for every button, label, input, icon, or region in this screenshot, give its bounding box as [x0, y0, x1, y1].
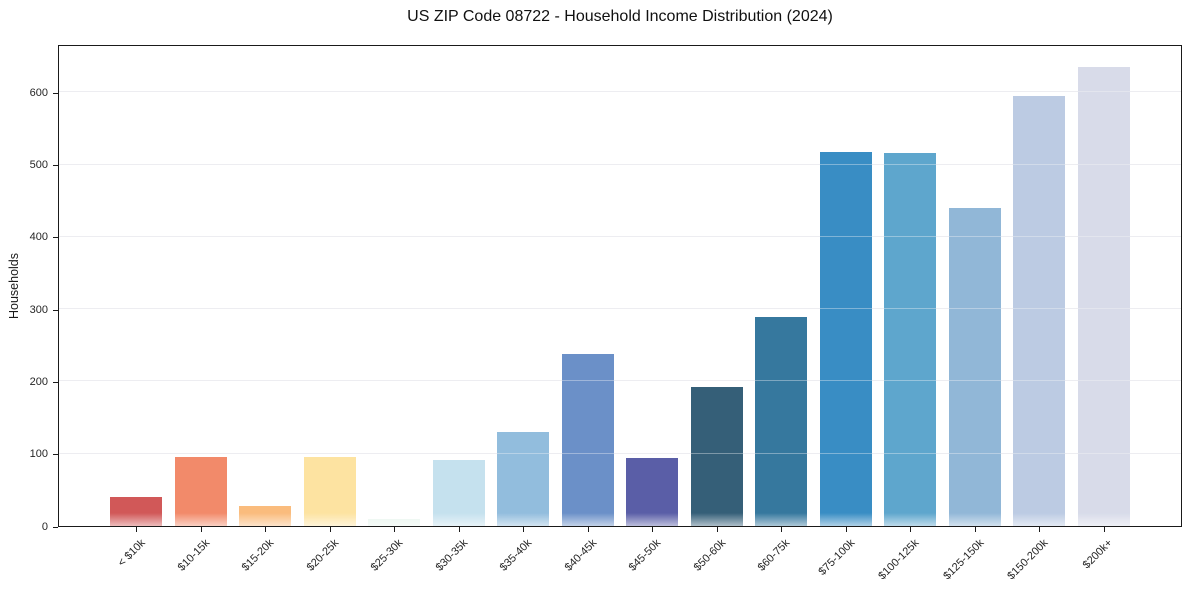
y-axis-tick	[53, 309, 58, 311]
y-axis-tick	[53, 165, 58, 167]
bar	[432, 460, 485, 526]
y-axis-tick	[53, 92, 58, 94]
bar	[1013, 96, 1066, 526]
bar	[1077, 67, 1130, 526]
x-axis-tick	[974, 527, 976, 532]
y-axis-tick	[53, 237, 58, 239]
x-tick-label: $35-40k	[498, 537, 535, 574]
x-tick-label: $125-150k	[940, 537, 987, 583]
x-axis-tick	[587, 527, 589, 532]
bar	[368, 518, 421, 526]
y-axis-tick	[53, 381, 58, 383]
gridline	[59, 235, 1181, 237]
x-axis-tick	[458, 527, 460, 532]
x-tick-label: $200k+	[1081, 537, 1116, 572]
x-tick-label: $20-25k	[304, 537, 342, 574]
x-axis-tick	[1039, 527, 1041, 532]
bar	[948, 208, 1001, 526]
bar	[819, 152, 872, 526]
gridline-overlay	[59, 380, 1181, 382]
plot-area	[58, 45, 1182, 527]
y-tick-label: 400	[29, 231, 48, 244]
bar	[174, 457, 227, 526]
gridline	[59, 452, 1181, 454]
gridline	[59, 308, 1181, 310]
bar	[884, 153, 937, 526]
gridline-overlay	[59, 452, 1181, 454]
x-axis-tick	[910, 527, 912, 532]
bar	[626, 458, 679, 526]
x-axis-tick	[136, 527, 138, 532]
x-axis-tick	[1103, 527, 1105, 532]
x-tick-label: $50-60k	[691, 537, 729, 574]
x-tick-label: $75-100k	[816, 537, 858, 578]
gridline-overlay	[59, 308, 1181, 310]
x-tick-label: $15-20k	[240, 537, 277, 574]
gridline-overlay	[59, 235, 1181, 237]
bar	[690, 387, 743, 526]
x-axis-tick	[781, 527, 783, 532]
bar	[755, 317, 808, 526]
x-tick-label: < $10k	[115, 537, 148, 570]
x-tick-label: $100-125k	[876, 537, 922, 583]
x-tick-label: $10-15k	[175, 537, 213, 574]
gridline	[59, 91, 1181, 93]
x-tick-label: $45-50k	[627, 537, 664, 574]
x-axis-tick	[329, 527, 331, 532]
y-tick-label: 0	[41, 520, 48, 533]
gridline	[59, 380, 1181, 382]
y-tick-label: 500	[29, 159, 48, 172]
y-axis-tick	[53, 526, 58, 528]
y-tick-label: 300	[29, 303, 48, 316]
y-tick-label: 600	[29, 86, 48, 99]
x-axis-tick	[265, 527, 267, 532]
x-axis-tick	[845, 527, 847, 532]
y-tick-label: 100	[29, 448, 48, 461]
x-axis-tick	[523, 527, 525, 532]
x-axis-tick	[716, 527, 718, 532]
x-tick-label: $30-35k	[433, 537, 471, 574]
gridline-overlay	[59, 163, 1181, 165]
x-tick-label: $150-200k	[1005, 537, 1051, 583]
x-tick-label: $60-75k	[756, 537, 793, 574]
chart-title: US ZIP Code 08722 - Household Income Dis…	[407, 8, 833, 25]
y-tick-label: 200	[29, 375, 48, 388]
bar	[497, 432, 550, 526]
bar	[303, 456, 356, 526]
bar	[110, 497, 163, 526]
x-tick-label: $40-45k	[562, 537, 600, 574]
bar	[561, 354, 614, 526]
x-tick-label: $25-30k	[369, 537, 406, 574]
gridline-overlay	[59, 91, 1181, 93]
x-axis-tick	[652, 527, 654, 532]
x-axis-tick	[394, 527, 396, 532]
bar	[239, 505, 292, 526]
y-axis-tick	[53, 454, 58, 456]
x-axis-tick	[200, 527, 202, 532]
gridline	[59, 163, 1181, 165]
bars-layer	[59, 46, 1181, 526]
